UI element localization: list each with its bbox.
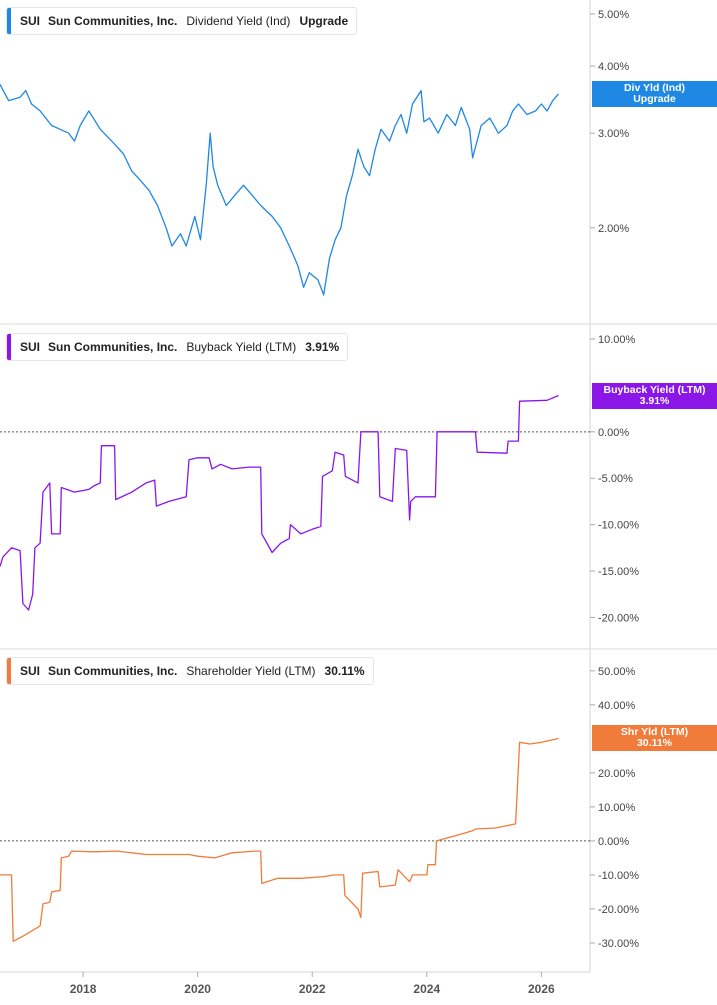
tag-line2: Upgrade xyxy=(633,92,676,105)
legend-metric: Buyback Yield (LTM) xyxy=(186,340,297,354)
x-tick-label: 2024 xyxy=(413,982,440,996)
legend-value: 30.11% xyxy=(324,664,365,678)
y-tick-label: -10.00% xyxy=(598,870,639,882)
value-tag-buyback: Buyback Yield (LTM) 3.91% xyxy=(592,382,717,409)
y-tick-label: 2.00% xyxy=(598,223,629,235)
y-tick-label: 50.00% xyxy=(598,666,636,678)
legend-company: Sun Communities, Inc. xyxy=(48,664,178,678)
tag-line1: Shr Yld (LTM) xyxy=(620,726,689,739)
y-tick-label: 0.00% xyxy=(598,427,629,439)
tag-line1: Div Yld (Ind) xyxy=(623,81,686,94)
legend-metric: Dividend Yield (Ind) xyxy=(186,14,291,28)
y-tick-label: -10.00% xyxy=(598,520,639,532)
value-tag-dividend: Div Yld (Ind) Upgrade xyxy=(592,80,717,107)
y-tick-label: 20.00% xyxy=(598,768,636,780)
legend-ticker: SUI xyxy=(20,340,41,354)
legend-shareholder-yield[interactable]: SUI Sun Communities, Inc. Shareholder Yi… xyxy=(6,657,374,685)
y-tick-label: 4.00% xyxy=(598,61,629,73)
y-tick-label: 40.00% xyxy=(598,700,636,712)
y-tick-label: -5.00% xyxy=(598,473,633,485)
y-tick-label: 10.00% xyxy=(598,802,636,814)
y-tick-label: 5.00% xyxy=(598,9,629,21)
legend-company: Sun Communities, Inc. xyxy=(48,14,178,28)
legend-buyback-yield[interactable]: SUI Sun Communities, Inc. Buyback Yield … xyxy=(6,333,349,361)
y-tick-label: 3.00% xyxy=(598,128,629,140)
tag-line1: Buyback Yield (LTM) xyxy=(603,383,706,396)
legend-swatch xyxy=(7,8,11,34)
legend-metric: Shareholder Yield (LTM) xyxy=(186,664,316,678)
legend-value[interactable]: Upgrade xyxy=(299,14,349,28)
y-tick-label: -20.00% xyxy=(598,904,639,916)
legend-ticker: SUI xyxy=(20,664,41,678)
legend-swatch xyxy=(7,334,11,360)
y-tick-label: -20.00% xyxy=(598,612,639,624)
series-line xyxy=(0,83,559,296)
legend-swatch xyxy=(7,658,11,684)
series-line xyxy=(0,737,559,942)
value-tag-shareholder: Shr Yld (LTM) 30.11% xyxy=(592,725,717,752)
y-tick-label: 0.00% xyxy=(598,836,629,848)
legend-value: 3.91% xyxy=(305,340,340,354)
x-tick-label: 2026 xyxy=(528,982,555,996)
y-tick-label: -15.00% xyxy=(598,566,639,578)
y-tick-label: -30.00% xyxy=(598,938,639,950)
legend-dividend-yield[interactable]: SUI Sun Communities, Inc. Dividend Yield… xyxy=(6,7,358,35)
y-tick-label: 10.00% xyxy=(598,334,636,346)
legend-company: Sun Communities, Inc. xyxy=(48,340,178,354)
x-tick-label: 2022 xyxy=(299,982,326,996)
x-tick-label: 2020 xyxy=(184,982,211,996)
x-tick-label: 2018 xyxy=(70,982,97,996)
legend-ticker: SUI xyxy=(20,14,41,28)
tag-line2: 30.11% xyxy=(636,737,673,750)
tag-line2: 3.91% xyxy=(639,394,670,407)
series-line xyxy=(0,394,559,611)
